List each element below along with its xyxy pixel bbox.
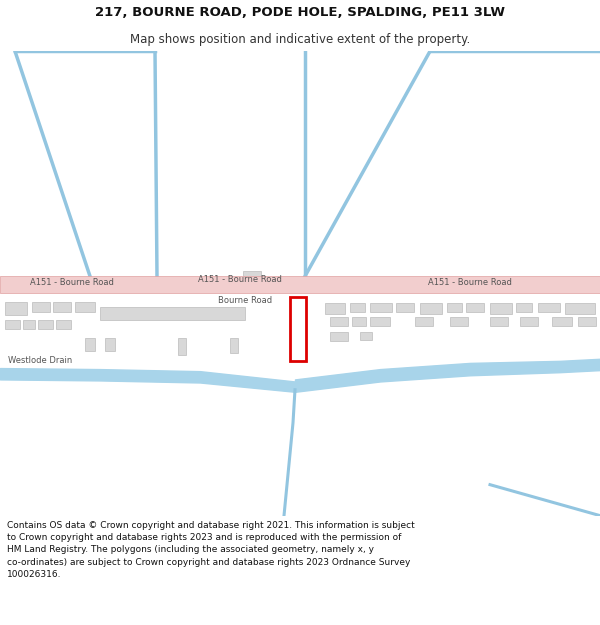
Bar bbox=[75, 302, 95, 312]
Bar bbox=[100, 307, 245, 319]
Bar bbox=[330, 332, 348, 341]
Bar bbox=[450, 318, 468, 326]
Bar bbox=[415, 318, 433, 326]
Bar bbox=[53, 302, 71, 312]
Bar bbox=[0, 276, 600, 292]
Bar bbox=[538, 303, 560, 312]
Bar bbox=[5, 302, 27, 316]
Bar bbox=[466, 303, 484, 312]
Bar bbox=[350, 303, 365, 312]
Bar bbox=[565, 303, 595, 314]
Bar bbox=[85, 338, 95, 351]
Text: A151 - Bourne Road: A151 - Bourne Road bbox=[428, 278, 512, 287]
Bar bbox=[370, 303, 392, 312]
Text: A151 - Bourne Road: A151 - Bourne Road bbox=[198, 275, 282, 284]
Text: Map shows position and indicative extent of the property.: Map shows position and indicative extent… bbox=[130, 34, 470, 46]
Bar bbox=[578, 318, 596, 326]
Bar bbox=[370, 318, 390, 326]
Bar bbox=[360, 332, 372, 340]
Bar bbox=[490, 318, 508, 326]
Text: 217, BOURNE ROAD, PODE HOLE, SPALDING, PE11 3LW: 217, BOURNE ROAD, PODE HOLE, SPALDING, P… bbox=[95, 6, 505, 19]
Bar bbox=[325, 303, 345, 314]
Bar bbox=[420, 303, 442, 314]
Text: Contains OS data © Crown copyright and database right 2021. This information is : Contains OS data © Crown copyright and d… bbox=[7, 521, 415, 579]
Bar bbox=[520, 318, 538, 326]
Text: A151 - Bourne Road: A151 - Bourne Road bbox=[30, 278, 114, 287]
Bar bbox=[178, 338, 186, 354]
Bar bbox=[490, 303, 512, 314]
Bar bbox=[243, 271, 261, 278]
Bar bbox=[552, 318, 572, 326]
Bar bbox=[230, 338, 238, 352]
Bar bbox=[447, 303, 462, 312]
Bar bbox=[105, 338, 115, 351]
Bar bbox=[32, 302, 50, 312]
Bar bbox=[5, 319, 20, 329]
Bar bbox=[23, 319, 35, 329]
Bar bbox=[352, 318, 366, 326]
Bar bbox=[290, 297, 306, 361]
Text: Bourne Road: Bourne Road bbox=[218, 296, 272, 305]
Bar bbox=[38, 319, 53, 329]
Bar bbox=[330, 318, 348, 326]
Bar bbox=[56, 319, 71, 329]
Text: Westlode Drain: Westlode Drain bbox=[8, 356, 72, 366]
Bar bbox=[396, 303, 414, 312]
Bar bbox=[516, 303, 532, 312]
